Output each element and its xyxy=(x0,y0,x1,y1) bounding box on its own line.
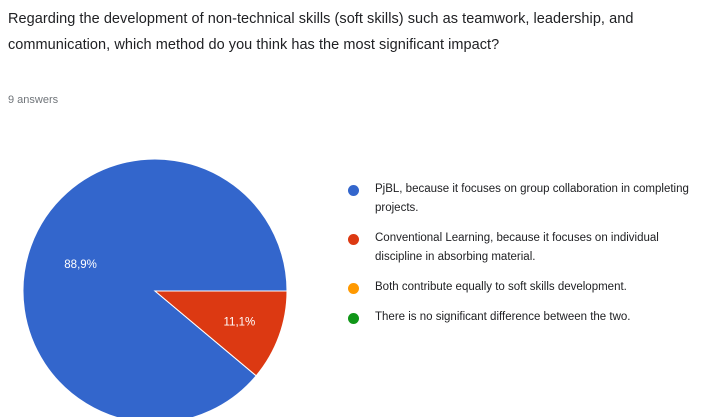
legend-swatch-1 xyxy=(348,234,359,245)
legend-label-1: Conventional Learning, because it focuse… xyxy=(375,232,659,263)
legend-item-2: Both contribute equally to soft skills d… xyxy=(346,278,702,297)
pie-label-0: 88,9% xyxy=(64,259,97,271)
legend-swatch-3 xyxy=(348,313,359,324)
pie-slice-1 xyxy=(153,290,288,377)
question-title: Regarding the development of non-technic… xyxy=(8,11,634,53)
chart-legend: PjBL, because it focuses on group collab… xyxy=(346,180,702,338)
pie-label-1: 11,1% xyxy=(224,317,256,329)
legend-label-2: Both contribute equally to soft skills d… xyxy=(375,281,627,293)
answers-count: 9 answers xyxy=(8,94,59,106)
legend-swatch-2 xyxy=(348,283,359,294)
legend-label-0: PjBL, because it focuses on group collab… xyxy=(375,183,689,214)
legend-label-3: There is no significant difference betwe… xyxy=(375,311,631,323)
legend-item-0: PjBL, because it focuses on group collab… xyxy=(346,180,702,218)
legend-swatch-0 xyxy=(348,185,359,196)
pie-slice-0 xyxy=(22,158,288,417)
legend-item-3: There is no significant difference betwe… xyxy=(346,308,702,327)
legend-item-1: Conventional Learning, because it focuse… xyxy=(346,229,702,267)
